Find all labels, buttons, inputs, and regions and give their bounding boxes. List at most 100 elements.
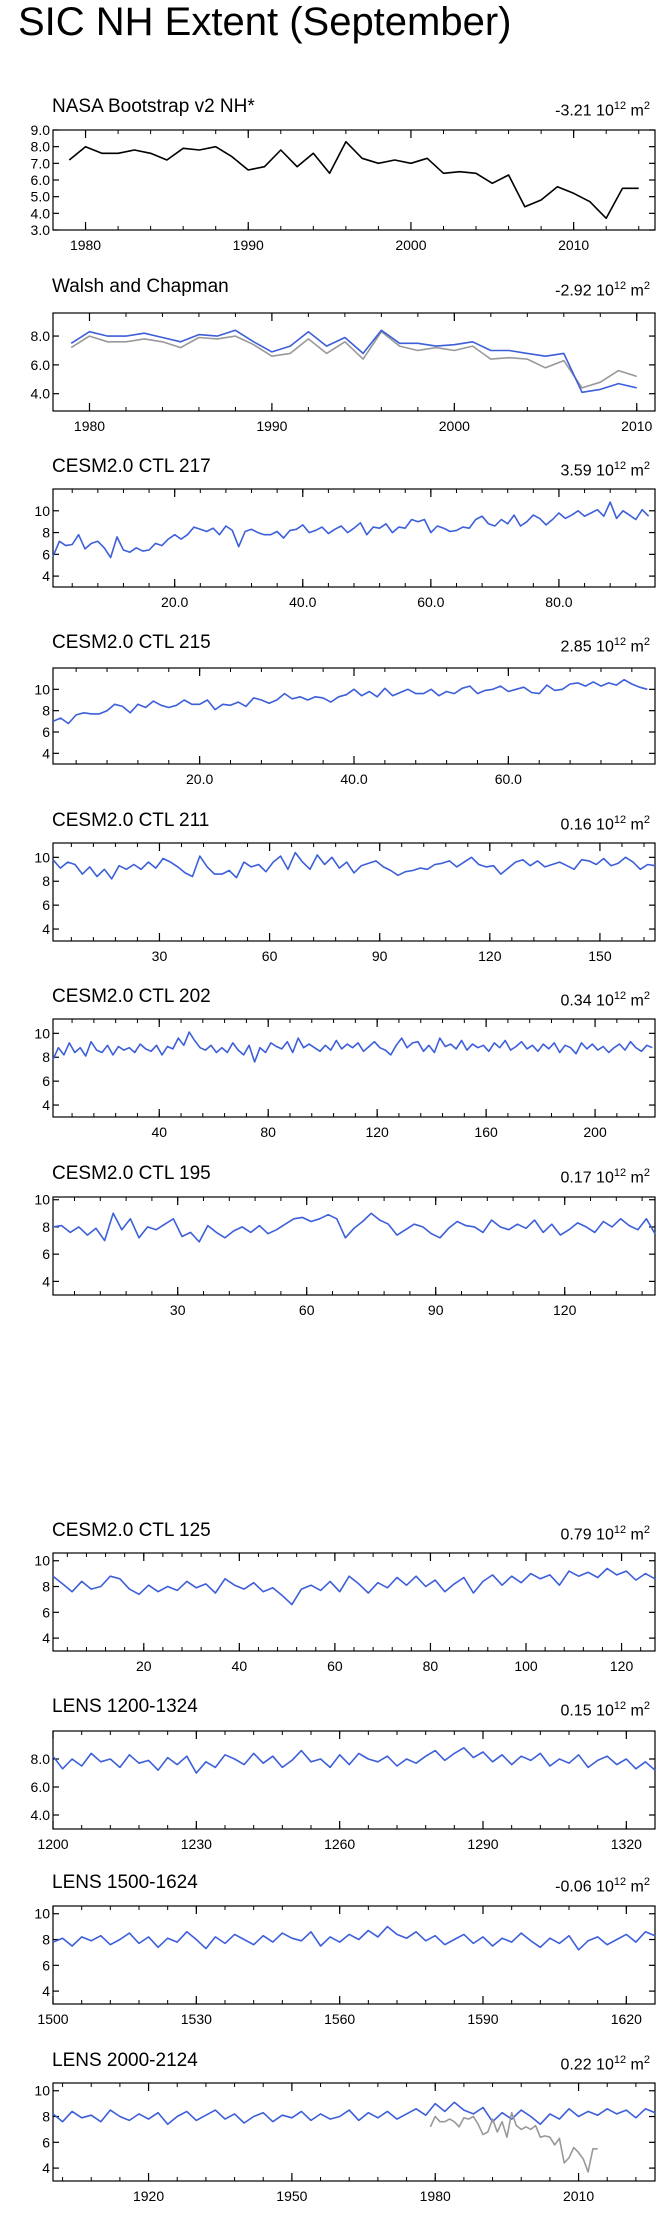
line-chart: 30 60 90 120 150 4 6 8 10: [34, 842, 656, 964]
x-tick-label: 90: [428, 1302, 444, 1318]
panel-title: LENS 1500-1624: [52, 1872, 198, 1893]
trend-unit-tail: m: [626, 638, 644, 656]
x-tick-label: 60.0: [495, 771, 522, 787]
y-tick-label: 4: [42, 745, 50, 761]
trend-value: 0.16: [560, 816, 597, 834]
y-tick-label: 10: [34, 1553, 50, 1569]
trend-value: 0.79: [560, 1526, 597, 1544]
panel-title: LENS 2000-2124: [52, 2050, 198, 2071]
x-tick-label: 1920: [133, 2188, 164, 2204]
y-tick-label: 6: [42, 1604, 50, 1620]
trend-unit-tail-exp: 2: [643, 636, 650, 648]
y-tick-label: 8.0: [31, 1751, 51, 1767]
line-chart: 1500 1530 1560 1590 1620 4 6 8 10: [34, 1905, 656, 2027]
y-tick-label: 6: [42, 546, 50, 562]
panel-title: LENS 1200-1324: [52, 1696, 198, 1717]
trend-unit-exp: 12: [613, 1876, 627, 1888]
trend-unit-tail-exp: 2: [643, 990, 650, 1002]
trend-unit-tail-exp: 2: [643, 280, 650, 292]
trend-unit-tail-exp: 2: [643, 1524, 650, 1536]
x-tick-label: 30: [152, 948, 168, 964]
trend-label: 0.34 1012 m2: [560, 990, 650, 1010]
trend-label: 2.85 1012 m2: [560, 636, 650, 656]
x-tick-label: 40: [151, 1124, 167, 1140]
x-tick-label: 90: [372, 948, 388, 964]
trend-unit-tail: m: [626, 992, 644, 1010]
trend-unit-tail: m: [626, 1702, 644, 1720]
line-chart: 1980 1990 2000 2010 3.04.05.06.07.08.09.0: [31, 122, 656, 253]
trend-unit-base: 10: [596, 102, 614, 120]
y-tick-label: 7.0: [31, 155, 51, 171]
series-line: [68, 140, 639, 220]
panel-title: CESM2.0 CTL 215: [52, 632, 211, 653]
x-tick-label: 200: [583, 1124, 607, 1140]
panel-title: CESM2.0 CTL 211: [52, 810, 210, 831]
plot-frame: [52, 1018, 656, 1118]
line-chart: 1920 1950 1980 2010 4 6 8 10: [34, 2082, 656, 2204]
x-tick-label: 80: [260, 1124, 276, 1140]
trend-label: -3.21 1012 m2: [555, 100, 650, 120]
trend-unit-base: 10: [596, 1878, 614, 1896]
trend-unit-exp: 12: [613, 814, 627, 826]
trend-unit-tail: m: [626, 102, 644, 120]
y-tick-label: 4: [42, 1983, 50, 1999]
y-tick-label: 6: [42, 897, 50, 913]
trend-label: 3.59 1012 m2: [560, 460, 650, 480]
trend-unit-tail-exp: 2: [643, 1167, 650, 1179]
trend-unit-exp: 12: [613, 990, 627, 1002]
trend-value: 0.22: [560, 2056, 597, 2074]
trend-unit-tail-exp: 2: [643, 814, 650, 826]
x-tick-label: 1500: [37, 2011, 68, 2027]
y-tick-label: 4.0: [31, 205, 51, 221]
line-chart: 1980 1990 2000 2010 4.0 6.0 8.0: [31, 312, 656, 434]
x-tick-label: 160: [474, 1124, 498, 1140]
y-tick-label: 5.0: [31, 189, 51, 205]
x-tick-label: 120: [478, 948, 502, 964]
x-tick-label: 30: [170, 1302, 186, 1318]
trend-unit-base: 10: [596, 2056, 614, 2074]
y-tick-label: 4: [42, 2160, 50, 2176]
x-tick-label: 1260: [324, 1836, 355, 1852]
x-tick-label: 1290: [467, 1836, 498, 1852]
trend-unit-exp: 12: [613, 2054, 627, 2066]
y-tick-label: 8: [42, 1579, 50, 1595]
y-tick-label: 10: [34, 2083, 50, 2099]
x-tick-label: 20.0: [186, 771, 213, 787]
trend-unit-tail-exp: 2: [643, 1700, 650, 1712]
trend-unit-tail: m: [626, 1878, 644, 1896]
line-chart: 20.0 40.0 60.0 80.0 4 6 8 10: [34, 488, 656, 610]
y-tick-label: 4: [42, 1630, 50, 1646]
series-line: [52, 501, 650, 559]
x-tick-label: 1530: [181, 2011, 212, 2027]
y-tick-label: 8: [42, 525, 50, 541]
x-tick-label: 2000: [395, 237, 426, 253]
x-tick-label: 1590: [467, 2011, 498, 2027]
series-line: [52, 1212, 656, 1243]
y-tick-label: 8: [42, 1049, 50, 1065]
x-tick-label: 2010: [563, 2188, 594, 2204]
trend-unit-base: 10: [596, 462, 614, 480]
trend-label: 0.16 1012 m2: [560, 814, 650, 834]
y-tick-label: 4.0: [31, 386, 51, 402]
y-tick-label: 4: [42, 921, 50, 937]
y-tick-label: 10: [34, 849, 50, 865]
trend-value: 2.85: [560, 638, 597, 656]
x-tick-label: 1980: [74, 418, 105, 434]
y-tick-label: 8: [42, 703, 50, 719]
x-tick-label: 1950: [276, 2188, 307, 2204]
y-tick-label: 10: [34, 1025, 50, 1041]
trend-unit-base: 10: [596, 638, 614, 656]
trend-unit-base: 10: [596, 282, 614, 300]
line-chart: 1200 1230 1260 1290 1320 4.0 6.0 8.0: [31, 1730, 656, 1852]
trend-unit-tail: m: [626, 1526, 644, 1544]
plot-frame: [52, 842, 656, 942]
x-tick-label: 20: [136, 1658, 152, 1674]
trend-unit-tail: m: [626, 816, 644, 834]
y-tick-label: 10: [34, 503, 50, 519]
trend-value: 0.34: [560, 992, 597, 1010]
trend-value: -2.92: [555, 282, 597, 300]
trend-unit-tail-exp: 2: [643, 2054, 650, 2066]
x-tick-label: 60: [299, 1302, 315, 1318]
series-line: [52, 2101, 656, 2126]
trend-unit-base: 10: [596, 816, 614, 834]
